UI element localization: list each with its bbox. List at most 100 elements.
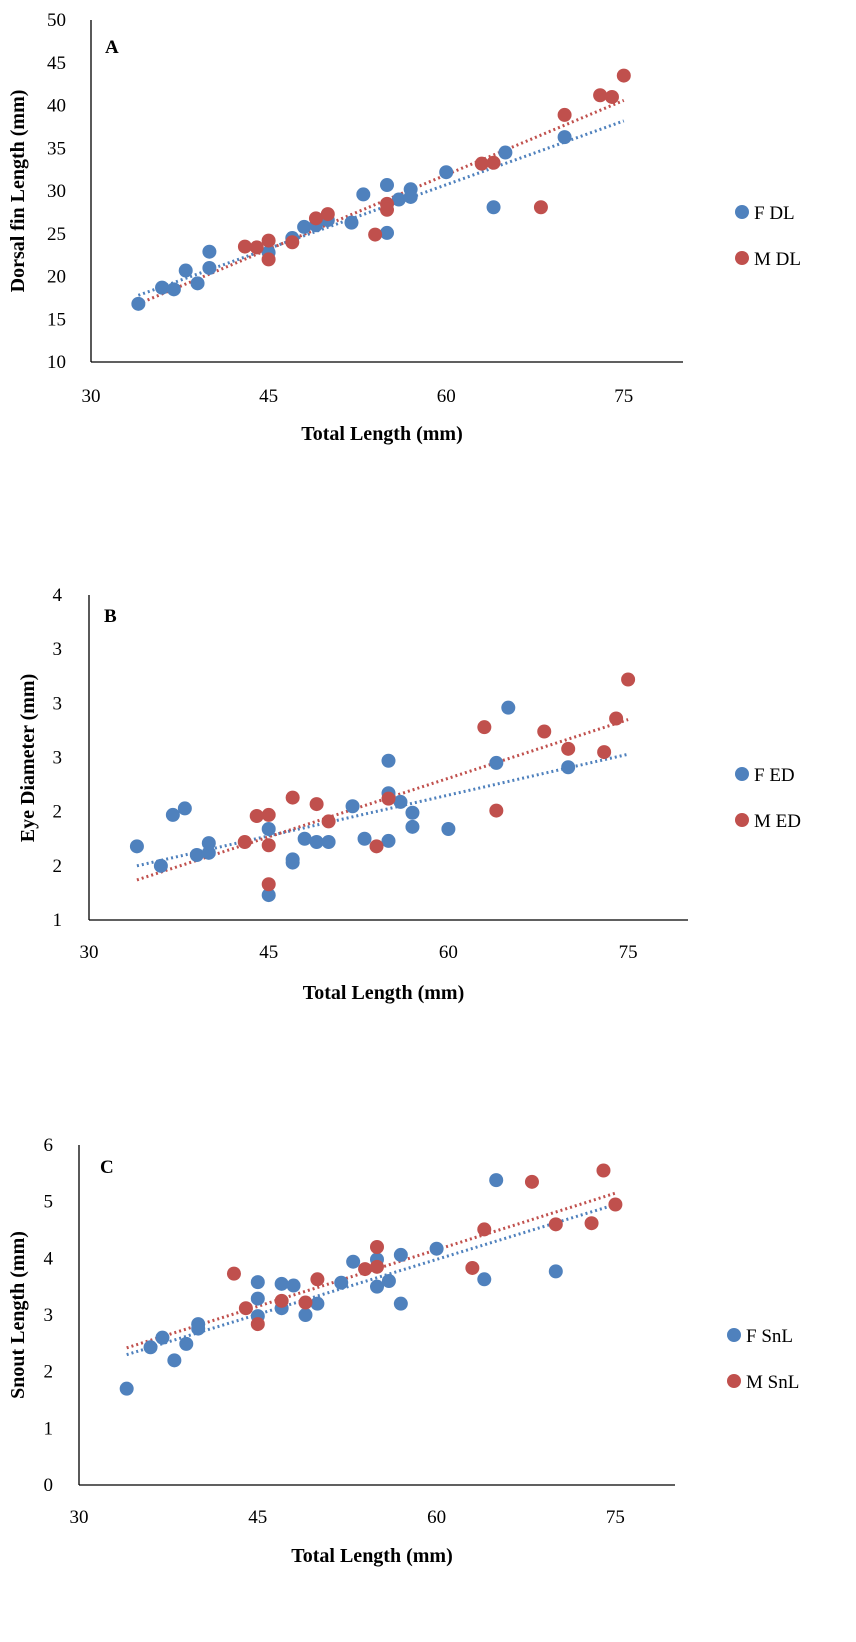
data-point-m-ed bbox=[381, 791, 396, 806]
data-point-f-snl bbox=[250, 1291, 265, 1306]
x-axis-title: Total Length (mm) bbox=[301, 423, 462, 445]
panel-label: A bbox=[105, 37, 119, 58]
legend-label: M ED bbox=[754, 811, 801, 832]
legend-label: F ED bbox=[754, 765, 795, 786]
data-point-m-ed bbox=[561, 741, 576, 756]
data-point-f-ed bbox=[381, 833, 396, 848]
data-point-m-dl bbox=[533, 200, 548, 215]
data-point-m-ed bbox=[261, 877, 276, 892]
y-tick-label: 0 bbox=[44, 1475, 54, 1496]
data-point-f-ed bbox=[381, 753, 396, 768]
legend-marker bbox=[735, 813, 749, 827]
data-point-f-dl bbox=[486, 200, 501, 215]
data-point-f-snl bbox=[179, 1336, 194, 1351]
data-point-m-snl bbox=[238, 1301, 253, 1316]
data-point-f-snl bbox=[191, 1321, 206, 1336]
y-tick-label: 2 bbox=[44, 1362, 54, 1383]
y-tick-label: 1 bbox=[53, 910, 63, 931]
y-axis-title: Eye Diameter (mm) bbox=[17, 674, 39, 842]
data-point-f-dl bbox=[131, 296, 146, 311]
data-point-m-ed bbox=[261, 838, 276, 853]
y-tick-label: 1 bbox=[44, 1418, 54, 1439]
data-point-f-ed bbox=[345, 799, 360, 814]
data-point-f-snl bbox=[274, 1276, 289, 1291]
data-point-f-snl bbox=[346, 1254, 361, 1269]
x-tick-label: 30 bbox=[80, 942, 99, 963]
data-point-m-dl bbox=[486, 155, 501, 170]
data-point-f-dl bbox=[344, 215, 359, 230]
data-point-m-dl bbox=[261, 252, 276, 267]
data-point-f-ed bbox=[165, 807, 180, 822]
y-tick-label: 25 bbox=[47, 224, 66, 245]
legend-marker bbox=[727, 1328, 741, 1342]
data-point-f-snl bbox=[489, 1173, 504, 1188]
x-tick-label: 30 bbox=[82, 386, 101, 407]
x-tick-label: 60 bbox=[437, 386, 456, 407]
data-point-m-snl bbox=[477, 1222, 492, 1237]
data-point-f-dl bbox=[202, 244, 217, 259]
data-point-f-dl bbox=[202, 260, 217, 275]
y-tick-label: 30 bbox=[47, 181, 66, 202]
y-tick-label: 4 bbox=[44, 1248, 54, 1269]
y-tick-label: 5 bbox=[44, 1192, 54, 1213]
data-point-m-snl bbox=[370, 1259, 384, 1274]
y-tick-label: 3 bbox=[53, 639, 63, 660]
data-point-m-snl bbox=[250, 1317, 265, 1332]
data-point-m-dl bbox=[380, 202, 394, 217]
data-point-f-dl bbox=[380, 178, 394, 193]
chart-panel-b: 1 2 2 3 3 3 4 30 45 60 75 Total Length (mm) Eye Diam… bbox=[17, 585, 801, 1004]
y-tick-label: 50 bbox=[47, 10, 66, 31]
data-point-m-ed bbox=[621, 672, 636, 687]
data-point-f-dl bbox=[439, 165, 454, 180]
legend-label: M SnL bbox=[746, 1372, 799, 1393]
x-tick-label: 60 bbox=[427, 1507, 446, 1528]
data-point-m-snl bbox=[274, 1293, 289, 1308]
data-point-f-dl bbox=[297, 219, 312, 234]
x-tick-label: 45 bbox=[259, 942, 278, 963]
data-point-f-ed bbox=[261, 888, 276, 903]
data-point-f-ed bbox=[393, 794, 408, 809]
data-point-f-snl bbox=[310, 1296, 325, 1311]
legend-label: F SnL bbox=[746, 1326, 793, 1347]
data-point-f-dl bbox=[403, 189, 418, 204]
data-point-m-ed bbox=[489, 803, 504, 818]
y-tick-label: 4 bbox=[53, 585, 63, 606]
data-point-m-dl bbox=[320, 207, 335, 222]
data-point-f-dl bbox=[155, 280, 170, 295]
data-point-m-dl bbox=[249, 240, 264, 255]
data-point-f-ed bbox=[153, 858, 168, 873]
data-point-f-ed bbox=[309, 835, 324, 849]
data-point-f-ed bbox=[285, 855, 300, 870]
legend-label: M DL bbox=[754, 249, 801, 270]
data-point-m-ed bbox=[285, 790, 300, 805]
data-point-f-dl bbox=[391, 192, 406, 207]
y-tick-label: 45 bbox=[47, 53, 66, 74]
x-tick-label: 30 bbox=[70, 1507, 89, 1528]
y-tick-label: 40 bbox=[47, 96, 66, 117]
trendline-m-ed bbox=[136, 718, 629, 882]
data-point-m-dl bbox=[285, 235, 300, 250]
y-tick-label: 3 bbox=[44, 1305, 54, 1326]
data-point-m-dl bbox=[261, 233, 276, 248]
data-point-f-dl bbox=[178, 263, 193, 278]
data-point-m-snl bbox=[358, 1262, 373, 1277]
data-point-f-snl bbox=[393, 1247, 408, 1262]
data-point-f-ed bbox=[357, 831, 372, 846]
legend-marker bbox=[727, 1374, 741, 1388]
data-point-f-snl bbox=[298, 1308, 313, 1322]
data-point-f-dl bbox=[380, 225, 394, 240]
data-point-f-dl bbox=[190, 276, 205, 291]
y-tick-label: 15 bbox=[47, 309, 66, 330]
x-tick-label: 60 bbox=[439, 942, 458, 963]
x-axis-title: Total Length (mm) bbox=[291, 1545, 452, 1567]
data-point-f-snl bbox=[393, 1296, 408, 1311]
data-point-m-dl bbox=[474, 156, 489, 171]
data-point-m-snl bbox=[524, 1174, 539, 1189]
data-point-m-ed bbox=[321, 814, 336, 829]
y-tick-label: 35 bbox=[47, 138, 66, 159]
data-point-m-snl bbox=[298, 1295, 313, 1310]
data-point-f-snl bbox=[155, 1330, 170, 1345]
data-point-f-dl bbox=[166, 282, 181, 297]
x-tick-label: 75 bbox=[614, 386, 633, 407]
